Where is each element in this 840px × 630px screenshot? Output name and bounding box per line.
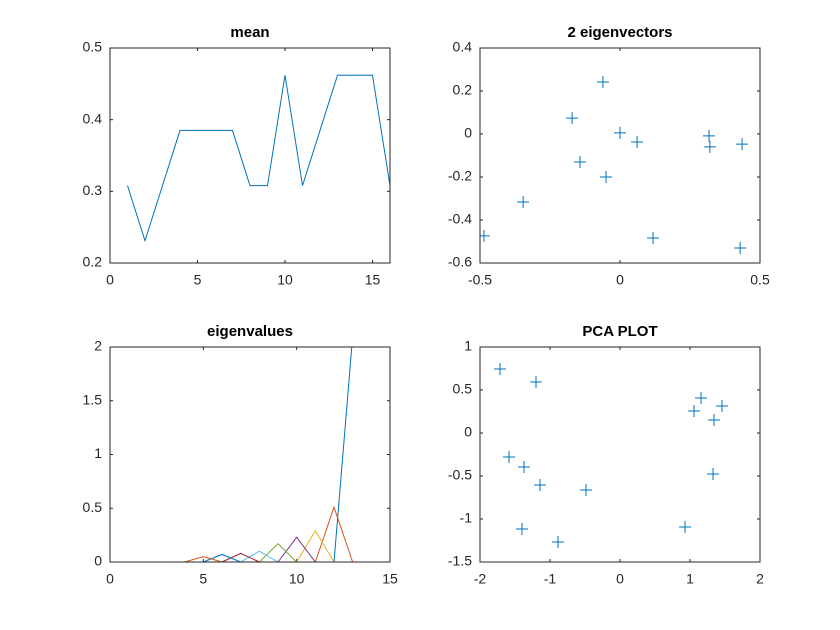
y-tick-label: 0 — [464, 424, 472, 440]
x-tick-label: 0 — [616, 272, 624, 288]
chart-title: 2 eigenvectors — [567, 24, 672, 41]
scatter-point — [736, 138, 749, 151]
axes-box — [479, 346, 761, 563]
x-tick-label: 0 — [106, 571, 114, 587]
scatter-point — [703, 140, 716, 153]
y-tick-label: -0.4 — [448, 211, 472, 227]
scatter-point — [518, 460, 531, 473]
y-tick-label: 0.5 — [83, 39, 103, 55]
x-tick-label: 10 — [277, 272, 293, 288]
y-tick-label: -1 — [460, 510, 473, 526]
x-tick-label: 5 — [199, 571, 207, 587]
y-tick-label: 0.3 — [83, 182, 103, 198]
y-tick-label: -0.2 — [448, 168, 472, 184]
y-tick-label: 0.5 — [83, 499, 103, 515]
subplot: 2 eigenvectors -0.5 0 0.5 -0.6 -0.4 -0.2 0 0.2 0.… — [448, 24, 770, 288]
axes-box — [109, 346, 391, 563]
y-tick-label: 0 — [94, 553, 102, 569]
chart-title: PCA PLOT — [582, 323, 657, 340]
plot-area — [494, 363, 728, 548]
axes-box — [109, 47, 391, 264]
x-tick-label: 0 — [106, 272, 114, 288]
plot-area — [128, 347, 354, 562]
data-line — [128, 529, 353, 562]
x-tick-label: 15 — [382, 571, 398, 587]
y-tick-label: 0.4 — [83, 110, 103, 126]
scatter-point — [533, 479, 546, 492]
scatter-point — [573, 155, 586, 168]
x-tick-label: -2 — [474, 571, 487, 587]
scatter-point — [687, 404, 700, 417]
scatter-point — [480, 229, 490, 242]
scatter-point — [494, 363, 507, 376]
scatter-point — [631, 135, 644, 148]
y-tick-label: 1 — [94, 445, 102, 461]
scatter-point — [734, 241, 747, 254]
x-tick-label: -0.5 — [468, 272, 492, 288]
axes-box — [479, 47, 761, 264]
scatter-point — [647, 232, 660, 245]
x-tick-label: 0.5 — [750, 272, 770, 288]
scatter-point — [516, 522, 528, 535]
scatter-point — [694, 391, 707, 404]
scatter-point — [566, 112, 579, 125]
y-tick-label: 2 — [94, 338, 102, 354]
y-tick-label: 0 — [464, 125, 472, 141]
data-line — [128, 552, 353, 562]
x-tick-label: 10 — [289, 571, 305, 587]
y-tick-label: 0.5 — [453, 381, 473, 397]
scatter-point — [596, 75, 609, 88]
x-tick-label: 15 — [365, 272, 381, 288]
subplot: PCA PLOT -2 -1 0 1 2 -1.5 -1 -0.5 0 0.5 1 — [448, 323, 764, 587]
chart-title: mean — [230, 24, 269, 41]
plot-area — [480, 75, 749, 254]
y-tick-label: -1.5 — [448, 553, 472, 569]
y-tick-label: -0.6 — [448, 254, 472, 270]
scatter-point — [517, 195, 530, 208]
y-tick-label: 1 — [464, 338, 472, 354]
scatter-point — [502, 450, 515, 463]
x-tick-label: -1 — [544, 571, 557, 587]
scatter-point — [708, 414, 721, 427]
scatter-point — [707, 468, 720, 481]
x-tick-label: 0 — [616, 571, 624, 587]
scatter-point — [600, 171, 612, 183]
scatter-point — [703, 129, 716, 142]
x-tick-label: 2 — [756, 571, 764, 587]
subplot: eigenvalues 0 5 10 15 0 0.5 1 1.5 2 — [83, 323, 398, 587]
data-line — [127, 74, 390, 243]
scatter-point — [530, 376, 542, 389]
y-tick-label: 0.2 — [453, 82, 473, 98]
y-tick-label: -0.5 — [448, 467, 472, 483]
scatter-point — [614, 126, 626, 139]
x-tick-label: 5 — [194, 272, 202, 288]
y-tick-label: 0.4 — [453, 39, 473, 55]
y-tick-label: 0.2 — [83, 254, 103, 270]
y-tick-label: 1.5 — [83, 391, 103, 407]
x-tick-label: 1 — [686, 571, 694, 587]
scatter-point — [679, 520, 692, 533]
scatter-point — [715, 399, 728, 412]
scatter-point — [551, 535, 564, 548]
plot-area — [127, 74, 390, 243]
subplot: mean 0 5 10 15 0.2 0.3 0.4 0.5 — [83, 24, 391, 288]
chart-title: eigenvalues — [207, 323, 293, 340]
scatter-point — [579, 484, 592, 497]
